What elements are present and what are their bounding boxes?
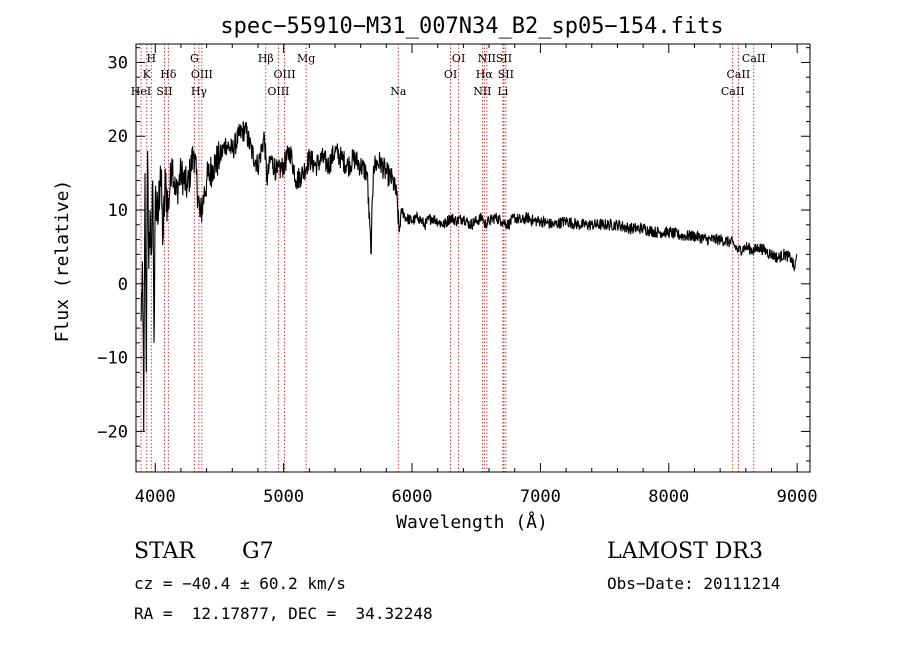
y-tick-label: −20 xyxy=(97,422,128,442)
line-marker-label: Hα xyxy=(476,68,494,81)
x-tick-label: 5000 xyxy=(263,487,304,507)
line-marker-label: OIII xyxy=(274,68,296,81)
sky-coordinates: RA = 12.17877, DEC = 34.32248 xyxy=(134,604,433,623)
x-tick-label: 6000 xyxy=(392,487,433,507)
line-marker-label: SII xyxy=(498,68,514,81)
line-marker-label: Hδ xyxy=(160,68,177,81)
emission-line-labels: HeIKHSIIHδGHγOIIIHβOIIIOIIIMgNaOIOINIIHα… xyxy=(131,52,766,98)
line-marker-label: HeI xyxy=(131,85,151,98)
line-marker-label: OI xyxy=(452,52,465,65)
y-tick-label: 20 xyxy=(108,127,128,147)
line-marker-label: SII xyxy=(156,85,172,98)
x-tick-label: 9000 xyxy=(777,487,818,507)
line-marker-label: Hγ xyxy=(191,85,208,98)
line-marker-label: Na xyxy=(390,85,407,98)
y-axis-label: Flux (relative) xyxy=(52,180,73,343)
line-marker-label: OI xyxy=(444,68,457,81)
x-tick-labels: 4000 5000 6000 7000 8000 9000 xyxy=(135,487,818,507)
redshift-value: cz = −40.4 ± 60.2 km/s xyxy=(134,574,346,593)
line-marker-label: CaII xyxy=(742,52,766,65)
x-tick-label: 7000 xyxy=(520,487,561,507)
chart-title: spec−55910−M31_007N34_B2_sp05−154.fits xyxy=(220,14,723,39)
plot-frame xyxy=(135,43,811,473)
line-marker-label: SII xyxy=(496,52,512,65)
line-marker-label: CaII xyxy=(721,85,745,98)
survey-name: LAMOST DR3 xyxy=(607,539,763,564)
observation-date: Obs−Date: 20111214 xyxy=(607,574,781,593)
line-marker-label: K xyxy=(143,68,152,81)
y-tick-label: 30 xyxy=(108,53,128,73)
emission-line-markers xyxy=(140,44,755,472)
spectrum-line xyxy=(140,121,798,432)
line-marker-label: OIII xyxy=(267,85,289,98)
line-marker-label: NII xyxy=(478,52,496,65)
line-marker-label: H xyxy=(146,52,156,65)
object-class: STAR xyxy=(134,539,195,564)
line-marker-label: CaII xyxy=(727,68,751,81)
line-marker-label: Mg xyxy=(297,52,315,65)
x-axis-label: Wavelength (Å) xyxy=(396,511,548,533)
y-tick-label: −10 xyxy=(97,349,128,369)
x-tick-label: 8000 xyxy=(648,487,689,507)
y-tick-label: 10 xyxy=(108,201,128,221)
line-marker-label: OIII xyxy=(191,68,213,81)
object-subclass: G7 xyxy=(242,539,274,564)
line-marker-label: Hβ xyxy=(258,52,274,65)
y-tick-labels: −20 −10 0 10 20 30 xyxy=(97,53,128,442)
line-marker-label: Li xyxy=(497,85,508,98)
x-tick-label: 4000 xyxy=(135,487,176,507)
line-marker-label: G xyxy=(190,52,199,65)
axis-ticks xyxy=(136,44,810,472)
y-tick-label: 0 xyxy=(118,275,128,295)
line-marker-label: NII xyxy=(473,85,491,98)
